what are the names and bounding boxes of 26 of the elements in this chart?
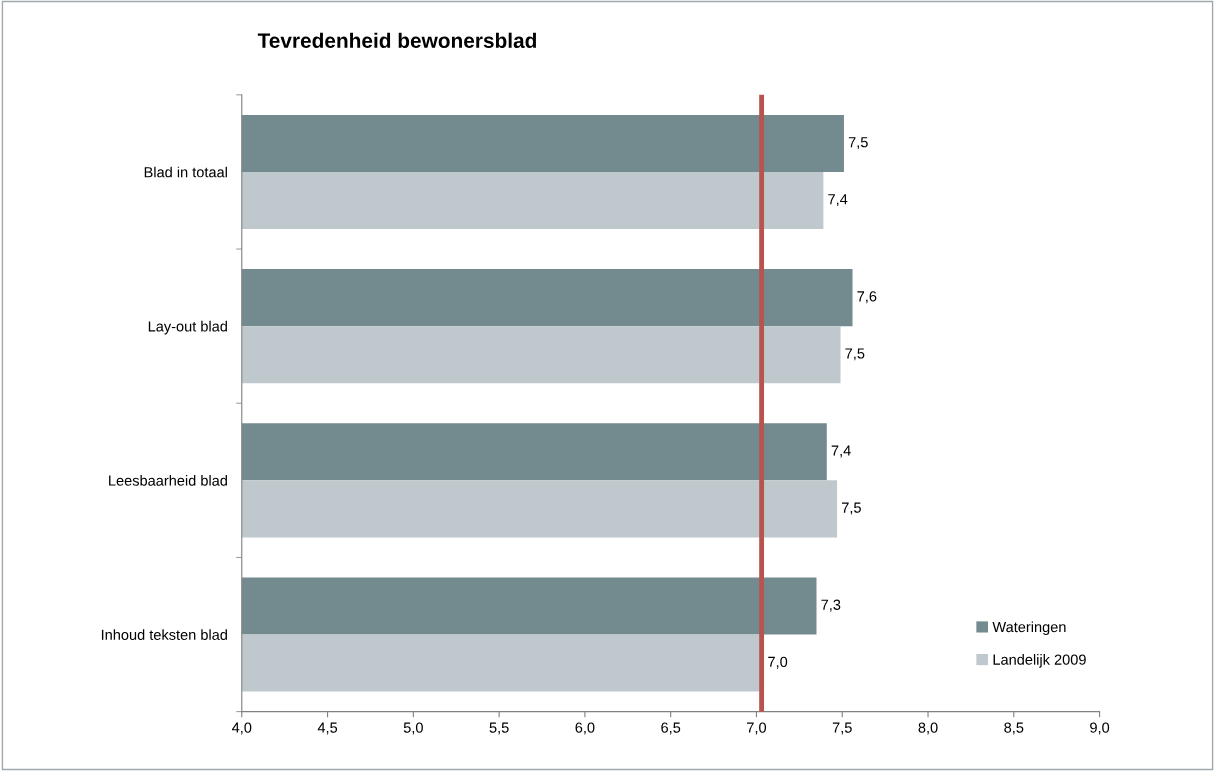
legend-label: Landelijk 2009 [993, 654, 1086, 668]
data-label: 7,3 [821, 599, 841, 612]
data-label: 7,0 [768, 656, 788, 669]
x-tick-label: 6,0 [575, 722, 595, 735]
x-tick-label: 6,5 [661, 722, 681, 735]
data-label: 7,4 [831, 445, 851, 458]
y-tick-label: Leesbaarheid blad [109, 475, 227, 486]
x-tick-label: 4,0 [231, 722, 252, 735]
y-tick-label: Lay-out blad [148, 320, 227, 335]
x-tick-label: 9,0 [1090, 722, 1110, 735]
x-tick-label: 5,0 [403, 722, 423, 735]
x-tick-label: 7,5 [832, 722, 852, 735]
data-label: 7,5 [842, 502, 861, 515]
y-tick-label: Blad in totaal [144, 166, 227, 178]
y-tick-label: Inhoud teksten blad [101, 629, 227, 640]
x-tick-label: 8,5 [1004, 722, 1024, 735]
chart-title: Tevredenheid bewonersblad [257, 32, 536, 48]
data-label: 7,5 [848, 137, 868, 150]
legend-label: Wateringen [992, 621, 1066, 636]
data-label: 7,6 [857, 291, 877, 304]
data-label: 7,4 [828, 194, 848, 207]
x-tick-label: 7,0 [747, 722, 767, 735]
data-label: 7,5 [845, 348, 865, 361]
x-tick-label: 4,5 [317, 722, 338, 735]
x-tick-label: 8,0 [918, 722, 938, 735]
x-tick-label: 5,5 [489, 722, 509, 735]
